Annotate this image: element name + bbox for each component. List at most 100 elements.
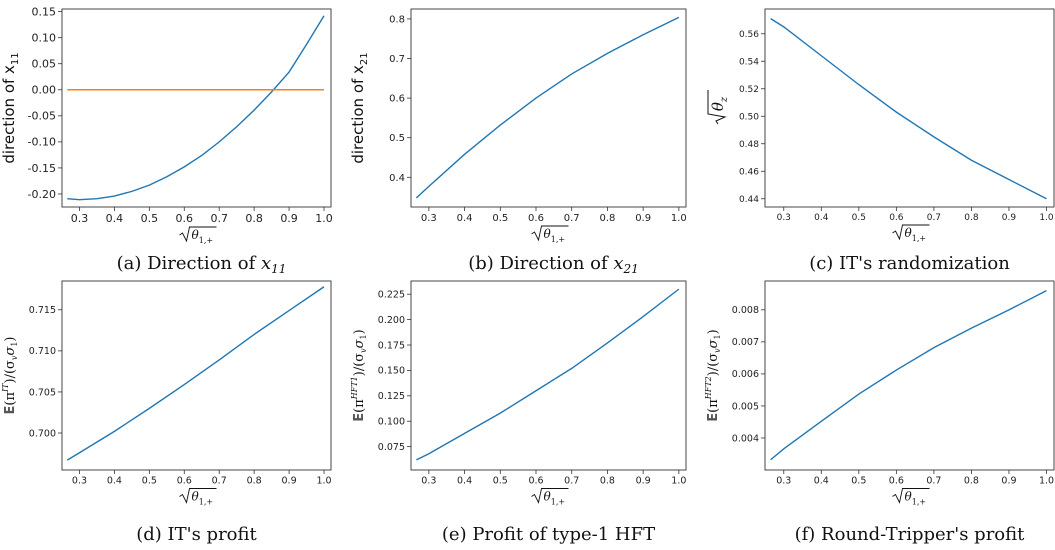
y-axis-label-c: θz: [707, 90, 730, 125]
x-tick-label-c: 0.3: [777, 213, 791, 223]
series-line-c-0: [770, 18, 1047, 200]
series-line-b-0: [415, 16, 680, 199]
x-axis-label-c: θ1,+: [892, 224, 930, 243]
x-tick-label-e: 0.3: [421, 476, 436, 487]
plot-frame-d: [61, 280, 332, 471]
x-tick-label-a: 0.3: [71, 212, 89, 225]
x-tick-label-e: 1.0: [671, 476, 686, 487]
caption-b: (b) Direction of x21: [468, 253, 639, 276]
svg-text:θ1,+: θ1,+: [905, 226, 927, 243]
x-axis-label-f: θ1,+: [892, 488, 930, 507]
plot-frame-f: [764, 280, 1055, 471]
x-tick-label-f: 0.8: [964, 476, 979, 487]
x-tick-label-b: 0.3: [421, 213, 437, 224]
plot-frame-a: [61, 8, 332, 208]
y-axis-label-d: E(πIT)/(σvσ1): [1, 337, 19, 415]
svg-text:E(πHFT1)/(σvσ1): E(πHFT1)/(σvσ1): [350, 329, 368, 421]
y-tick-label-f: 0.006: [732, 369, 759, 380]
y-tick-label-a: 0.00: [32, 84, 57, 97]
x-tick-label-b: 1.0: [671, 213, 687, 224]
y-tick-label-b: 0.4: [389, 173, 405, 184]
y-tick-label-f: 0.008: [732, 305, 759, 316]
x-tick-label-e: 0.7: [564, 476, 579, 487]
y-tick-label-a: 0.10: [32, 32, 57, 45]
x-tick-label-e: 0.5: [493, 476, 508, 487]
x-tick-label-c: 0.6: [889, 213, 904, 223]
caption-e: (e) Profit of type-1 HFT: [442, 524, 655, 545]
x-tick-label-b: 0.7: [564, 213, 580, 224]
x-tick-label-c: 0.7: [927, 213, 941, 223]
y-tick-label-a: 0.15: [32, 5, 57, 18]
y-tick-label-a: -0.05: [28, 110, 56, 123]
x-tick-label-d: 1.0: [316, 476, 331, 487]
series-line-e-0: [416, 288, 680, 461]
y-tick-label-c: 0.54: [739, 57, 759, 67]
x-tick-label-a: 0.8: [245, 212, 263, 225]
x-axis-label-b: θ1,+: [531, 225, 569, 244]
x-tick-label-f: 0.3: [776, 476, 791, 487]
caption-d: (d) IT's profit: [136, 524, 257, 545]
x-tick-label-c: 0.4: [814, 213, 829, 223]
y-tick-label-d: 0.715: [29, 305, 56, 316]
x-axis-label-d: θ1,+: [179, 488, 217, 507]
y-axis-label-a: direction of x11: [0, 52, 21, 163]
x-tick-label-a: 0.6: [176, 212, 194, 225]
y-tick-label-e: 0.225: [378, 290, 405, 301]
caption-f: (f) Round-Tripper's profit: [795, 524, 1026, 545]
svg-text:θ1,+: θ1,+: [192, 228, 214, 245]
y-tick-label-a: 0.05: [32, 58, 57, 71]
x-tick-label-b: 0.8: [599, 213, 615, 224]
y-tick-label-d: 0.700: [29, 428, 56, 439]
series-line-f-0: [770, 289, 1047, 461]
chart-d: 0.3 0.4 0.5 0.6 0.7 0.8 0.9 1.0 0.700 0.705 0.710 0…: [1, 280, 332, 545]
x-axis-label-e: θ1,+: [531, 488, 569, 507]
x-tick-label-a: 0.7: [210, 212, 228, 225]
x-tick-label-e: 0.8: [600, 476, 615, 487]
x-tick-label-a: 0.5: [141, 212, 159, 225]
x-tick-label-b: 0.6: [528, 213, 544, 224]
x-tick-label-f: 0.7: [926, 476, 941, 487]
svg-text:E(πIT)/(σvσ1): E(πIT)/(σvσ1): [1, 337, 19, 415]
y-tick-label-c: 0.44: [739, 195, 759, 205]
x-tick-label-d: 0.9: [282, 476, 297, 487]
x-tick-label-b: 0.4: [457, 213, 473, 224]
x-tick-label-f: 0.6: [889, 476, 904, 487]
y-tick-label-c: 0.46: [739, 167, 759, 177]
y-tick-label-a: -0.15: [28, 162, 56, 175]
y-tick-label-e: 0.150: [378, 366, 405, 377]
caption-c: (c) IT's randomization: [809, 253, 1010, 274]
x-tick-label-f: 1.0: [1039, 476, 1054, 487]
x-tick-label-d: 0.3: [72, 476, 87, 487]
y-tick-label-c: 0.52: [739, 85, 759, 95]
y-axis-label-e: E(πHFT1)/(σvσ1): [350, 329, 368, 421]
y-axis-label-b: direction of x21: [349, 52, 370, 163]
x-tick-label-c: 0.8: [964, 213, 979, 223]
svg-text:E(πHFT2)/(σvσ1): E(πHFT2)/(σvσ1): [704, 329, 722, 421]
y-tick-label-e: 0.125: [378, 391, 405, 402]
svg-text:θ1,+: θ1,+: [192, 490, 214, 507]
x-tick-label-e: 0.9: [636, 476, 651, 487]
y-tick-label-d: 0.705: [29, 387, 56, 398]
plot-frame-c: [764, 8, 1055, 208]
y-tick-label-c: 0.48: [739, 140, 759, 150]
y-axis-label-f: E(πHFT2)/(σvσ1): [704, 329, 722, 421]
x-tick-label-d: 0.8: [247, 476, 262, 487]
svg-text:θz: θz: [709, 96, 730, 111]
x-tick-label-e: 0.4: [457, 476, 472, 487]
y-tick-label-c: 0.56: [739, 30, 759, 40]
x-tick-label-b: 0.9: [635, 213, 651, 224]
y-tick-label-b: 0.6: [389, 94, 405, 105]
chart-f: 0.3 0.4 0.5 0.6 0.7 0.8 0.9 1.0 0.004 0.005 0.006 0…: [704, 280, 1055, 545]
y-tick-label-e: 0.075: [378, 442, 405, 453]
x-tick-label-f: 0.9: [1001, 476, 1016, 487]
y-tick-label-f: 0.005: [732, 401, 759, 412]
chart-e: 0.3 0.4 0.5 0.6 0.7 0.8 0.9 1.0 0.075 0.100 0.125 0…: [350, 280, 687, 545]
y-tick-label-d: 0.710: [29, 346, 56, 357]
x-tick-label-d: 0.4: [107, 476, 122, 487]
caption-a: (a) Direction of x11: [117, 253, 287, 276]
x-tick-label-c: 0.5: [852, 213, 866, 223]
series-line-d-0: [66, 286, 325, 461]
y-tick-label-a: -0.20: [28, 188, 56, 201]
y-tick-label-e: 0.200: [378, 315, 405, 326]
